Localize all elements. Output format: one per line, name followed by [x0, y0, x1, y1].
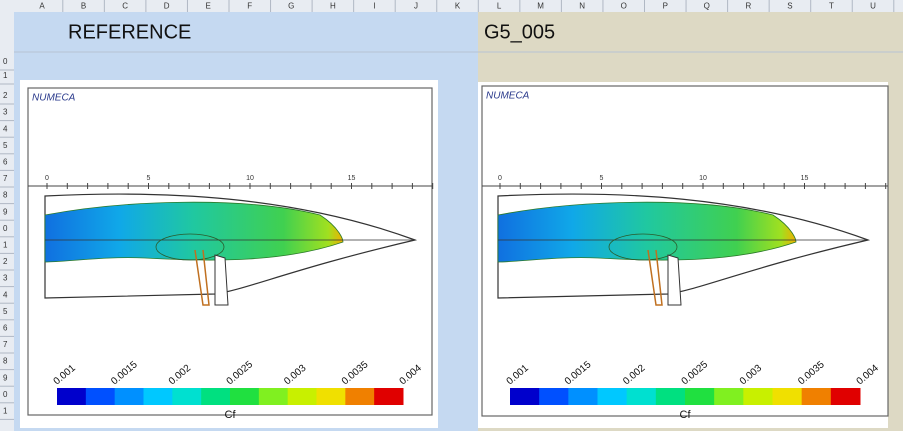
- row-header: 5: [3, 141, 8, 150]
- spreadsheet: A B C D E F G H I J K L M N O P Q R S T U 0 1 2 3 4 5 6 7 8 9 0 1 2 3 4 5 6 7 8…: [0, 0, 903, 431]
- row-header: 6: [3, 324, 8, 333]
- colorbar-segment: [743, 388, 773, 405]
- axis-tick-label: 0: [45, 175, 49, 182]
- colorbar-segment: [627, 388, 657, 405]
- column-header: F: [247, 2, 252, 11]
- column-header: J: [414, 2, 418, 11]
- colorbar-segment: [714, 388, 744, 405]
- row-header: 5: [3, 307, 8, 316]
- column-header: I: [373, 2, 375, 11]
- column-header: T: [829, 2, 834, 11]
- row-header: 0: [3, 57, 8, 66]
- hull-surface: [45, 202, 343, 262]
- colorbar-segment: [115, 388, 144, 405]
- row-header: 8: [3, 357, 8, 366]
- row-header: 1: [3, 241, 8, 250]
- axis-tick-label: 5: [600, 175, 604, 182]
- column-header: U: [870, 2, 876, 11]
- column-header-bar: [0, 0, 903, 12]
- colorbar-segment: [317, 388, 346, 405]
- colorbar-segment: [831, 388, 861, 405]
- axis-tick-label: 0: [498, 175, 502, 182]
- colorbar-title: Cf: [680, 409, 692, 421]
- colorbar-segment: [201, 388, 230, 405]
- colorbar-segment: [345, 388, 374, 405]
- column-header: D: [164, 2, 170, 11]
- colorbar-segment: [568, 388, 598, 405]
- logo: NUMECA: [32, 93, 76, 104]
- row-header: 2: [3, 257, 8, 266]
- colorbar-segment: [86, 388, 115, 405]
- panel-title: REFERENCE: [68, 21, 191, 43]
- colorbar-segment: [656, 388, 686, 405]
- column-header: A: [39, 2, 45, 11]
- colorbar-segment: [172, 388, 201, 405]
- axis-tick-label: 10: [699, 175, 707, 182]
- colorbar-segment: [288, 388, 317, 405]
- column-header: G: [288, 2, 294, 11]
- column-header: C: [122, 2, 128, 11]
- column-header: K: [455, 2, 461, 11]
- column-header: R: [745, 2, 751, 11]
- column-header: S: [787, 2, 792, 11]
- axis-tick-label: 15: [801, 175, 809, 182]
- colorbar-segment: [802, 388, 832, 405]
- row-header: 1: [3, 407, 8, 416]
- colorbar-segment: [539, 388, 569, 405]
- row-header: 0: [3, 224, 8, 233]
- colorbar-segment: [510, 388, 540, 405]
- row-header: 4: [3, 290, 8, 299]
- column-header: L: [497, 2, 502, 11]
- colorbar-segment: [57, 388, 86, 405]
- colorbar-segment: [685, 388, 715, 405]
- row-header: 6: [3, 158, 8, 167]
- logo: NUMECA: [486, 91, 530, 102]
- column-header: O: [621, 2, 627, 11]
- axis-tick-label: 5: [147, 175, 151, 182]
- colorbar-segment: [259, 388, 288, 405]
- row-header: 0: [3, 390, 8, 399]
- row-header: 1: [3, 71, 8, 80]
- colorbar-segment: [144, 388, 173, 405]
- row-header: 3: [3, 274, 8, 283]
- axis-tick-label: 15: [348, 175, 356, 182]
- row-header: 3: [3, 108, 8, 117]
- row-header: 9: [3, 373, 8, 382]
- row-header: 9: [3, 207, 8, 216]
- column-header: B: [81, 2, 86, 11]
- axis-tick-label: 10: [246, 175, 254, 182]
- colorbar-title: Cf: [225, 409, 237, 421]
- panel-title: G5_005: [484, 21, 555, 43]
- column-header: P: [663, 2, 668, 11]
- row-header: 4: [3, 124, 8, 133]
- column-header: H: [330, 2, 336, 11]
- colorbar-segment: [773, 388, 803, 405]
- column-header: M: [537, 2, 544, 11]
- row-header: 2: [3, 91, 8, 100]
- column-header: N: [579, 2, 585, 11]
- colorbar-segment: [230, 388, 259, 405]
- colorbar-segment: [374, 388, 403, 405]
- column-header: E: [206, 2, 211, 11]
- colorbar-segment: [598, 388, 628, 405]
- row-header: 8: [3, 191, 8, 200]
- hull-surface: [498, 202, 796, 262]
- row-header: 7: [3, 174, 8, 183]
- column-header: Q: [704, 2, 710, 11]
- row-header: 7: [3, 340, 8, 349]
